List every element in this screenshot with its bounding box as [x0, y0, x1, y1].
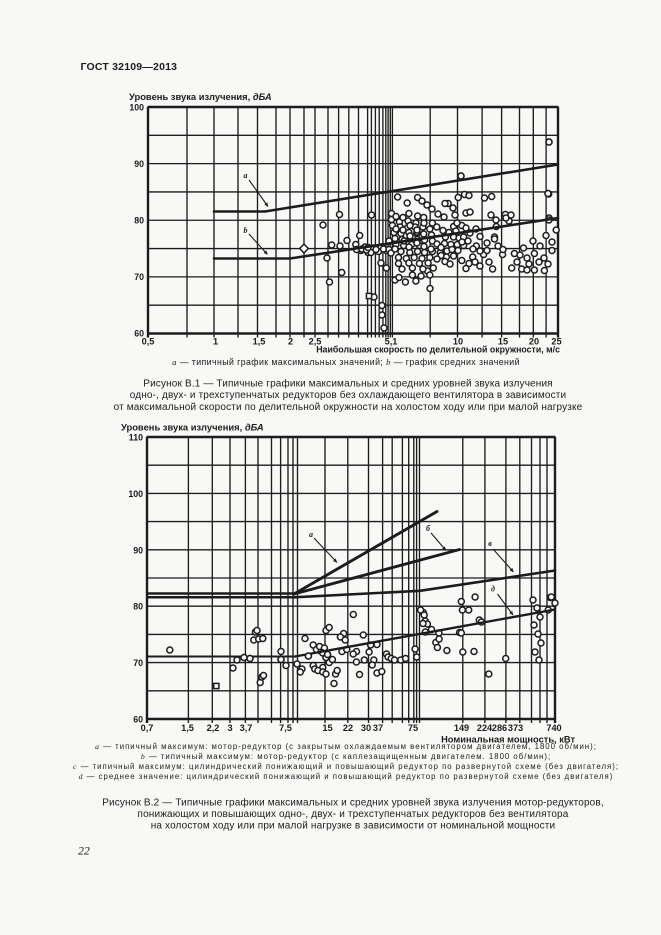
svg-text:a — типичный график максималь: a — типичный график максимальных значени…: [172, 357, 520, 367]
svg-text:80: 80: [133, 602, 143, 612]
svg-text:7,5: 7,5: [279, 723, 292, 733]
svg-text:б: б: [426, 524, 431, 533]
svg-text:Рисунок В.2 — Типичные графики: Рисунок В.2 — Типичные графики максималь…: [102, 797, 604, 809]
svg-text:70: 70: [134, 272, 144, 282]
svg-text:д: д: [491, 585, 495, 594]
svg-text:на холостом ходу или при малой: на холостом ходу или при малой нагрузке …: [151, 821, 556, 832]
svg-text:15: 15: [498, 337, 508, 347]
svg-text:0,5: 0,5: [142, 337, 155, 347]
svg-text:22: 22: [78, 844, 90, 858]
svg-text:b — типичный максимум: мотор-р: b — типичный максимум: мотор-редуктор (с…: [141, 752, 551, 761]
svg-text:3,7: 3,7: [240, 723, 253, 733]
svg-text:Рисунок В.1 — Типичные графики: Рисунок В.1 — Типичные графики максималь…: [143, 378, 553, 390]
svg-text:Номинальная мощность, кВт: Номинальная мощность, кВт: [441, 735, 575, 745]
svg-text:149: 149: [454, 723, 469, 733]
svg-text:100: 100: [128, 489, 143, 499]
svg-text:Уровень звука излучения, дБА: Уровень звука излучения, дБА: [121, 422, 264, 433]
svg-text:d — среднее значение: цилиндри: d — среднее значение: цилиндрический пон…: [79, 772, 614, 781]
svg-text:60: 60: [133, 715, 143, 725]
svg-text:0,7: 0,7: [141, 723, 154, 733]
svg-text:286: 286: [492, 723, 507, 733]
svg-text:110: 110: [129, 433, 143, 443]
svg-text:37: 37: [373, 723, 383, 733]
svg-text:373: 373: [508, 723, 523, 733]
svg-text:1: 1: [213, 337, 218, 347]
svg-text:с — типичный максимум: цилиндр: с — типичный максимум: цилиндрический по…: [73, 762, 619, 771]
svg-text:22: 22: [343, 723, 353, 733]
svg-text:Уровень звука излучения, дБА: Уровень звука излучения, дБА: [129, 91, 272, 102]
svg-text:2: 2: [288, 337, 293, 347]
svg-text:224: 224: [477, 723, 493, 733]
svg-text:70: 70: [133, 658, 143, 668]
svg-text:ГОСТ 32109—2013: ГОСТ 32109—2013: [81, 61, 178, 73]
svg-text:а: а: [309, 530, 313, 539]
svg-text:60: 60: [134, 329, 144, 339]
svg-text:от максимальной скорости по де: от максимальной скорости по делительной …: [114, 402, 583, 413]
svg-text:одно-, двух- и трехступенчатых: одно-, двух- и трехступенчатых редукторо…: [130, 389, 566, 401]
svg-text:15: 15: [322, 723, 332, 733]
svg-text:понижающих и повышающих одно-,: понижающих и повышающих одно-, двух- и т…: [138, 808, 569, 820]
svg-text:740: 740: [546, 723, 561, 733]
svg-text:2,5: 2,5: [309, 337, 322, 347]
svg-text:a: a: [244, 171, 248, 180]
svg-text:а — типичный максимум: мотор-р: а — типичный максимум: мотор-редуктор (с…: [95, 742, 597, 751]
svg-text:25: 25: [551, 337, 561, 347]
svg-text:20: 20: [529, 337, 539, 347]
svg-text:3: 3: [227, 723, 232, 733]
svg-text:в: в: [488, 539, 492, 548]
svg-text:b: b: [244, 226, 248, 235]
svg-text:90: 90: [133, 545, 143, 555]
svg-text:30: 30: [361, 723, 371, 733]
svg-text:2,2: 2,2: [207, 723, 220, 733]
svg-text:75: 75: [408, 723, 418, 733]
svg-text:5,1: 5,1: [385, 337, 398, 347]
svg-text:90: 90: [134, 159, 144, 169]
svg-text:10: 10: [453, 337, 463, 347]
svg-text:100: 100: [129, 103, 144, 113]
svg-text:1,5: 1,5: [181, 723, 194, 733]
svg-text:80: 80: [134, 216, 144, 226]
svg-text:Наибольшая скорость по делител: Наибольшая скорость по делительной окруж…: [316, 345, 560, 355]
svg-text:1,5: 1,5: [253, 337, 266, 347]
